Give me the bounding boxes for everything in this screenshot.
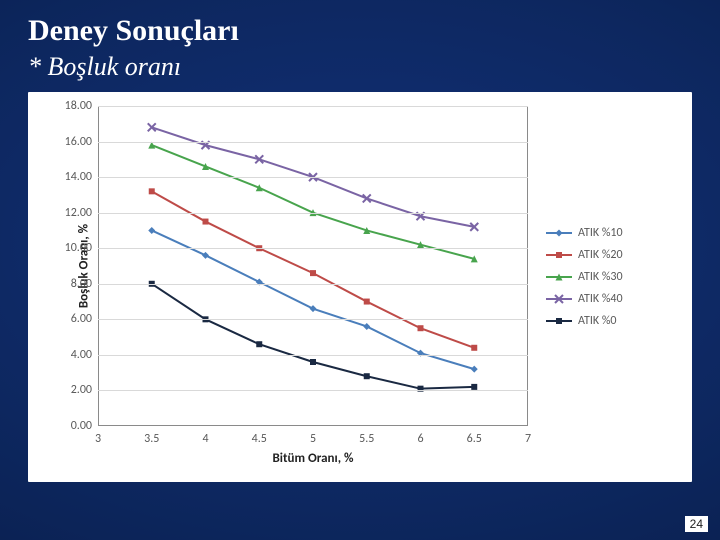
slide: Deney Sonuçları * Boşluk oranı Boşluk Or… [0,0,720,540]
gridline-h [98,177,528,178]
x-tick-label: 5.5 [359,432,374,446]
series-marker [364,299,370,305]
y-tick-label: 0.00 [71,419,92,433]
slide-subtitle: * Boşluk oranı [28,52,692,82]
legend-swatch [546,314,572,328]
y-tick-label: 2.00 [71,383,92,397]
gridline-h [98,284,528,285]
series-marker [310,359,316,365]
legend: ATIK %10 ATIK %20 ATIK %30 ATIK %40 ATIK %0 [546,222,623,332]
series-line [152,145,475,259]
gridline-h [98,319,528,320]
legend-label: ATIK %20 [578,248,623,262]
x-tick-label: 6 [417,432,423,446]
x-tick-label: 6.5 [467,432,482,446]
gridline-h [98,213,528,214]
gridline-h [98,390,528,391]
x-tick-label: 4.5 [252,432,267,446]
legend-label: ATIK %0 [578,314,616,328]
y-tick-label: 18.00 [65,99,92,113]
x-tick-label: 4 [202,432,208,446]
series-marker [203,219,209,225]
page-number: 24 [685,516,708,532]
y-tick-label: 16.00 [65,135,92,149]
gridline-h [98,248,528,249]
x-tick-label: 7 [525,432,531,446]
y-axis-label: Boşluk Oranı, % [77,224,92,308]
legend-swatch [546,248,572,262]
series-marker [471,366,478,373]
series-marker [418,325,424,331]
legend-item: ATIK %0 [546,310,623,332]
y-tick-label: 10.00 [65,241,92,255]
series-marker [310,305,317,312]
legend-item: ATIK %40 [546,288,623,310]
y-tick-label: 6.00 [71,312,92,326]
gridline-h [98,106,528,107]
series-marker [149,188,155,194]
legend-swatch [546,292,572,306]
series-line [152,284,475,389]
legend-label: ATIK %30 [578,270,623,284]
series-marker [364,373,370,379]
legend-label: ATIK %40 [578,292,623,306]
chart: Boşluk Oranı, % Bitüm Oranı, % 0.00 2.00 4… [28,92,692,482]
series-marker [310,270,316,276]
series-line [152,230,475,369]
slide-title: Deney Sonuçları [28,14,692,48]
legend-swatch [546,270,572,284]
x-axis-label: Bitüm Oranı, % [273,451,354,466]
x-tick-label: 5 [310,432,316,446]
plot-area: Boşluk Oranı, % Bitüm Oranı, % 0.002.004… [98,106,528,426]
gridline-h [98,355,528,356]
x-tick-label: 3 [95,432,101,446]
y-tick-label: 12.00 [65,206,92,220]
series-marker [471,345,477,351]
y-tick-label: 8.00 [71,277,92,291]
gridline-h [98,142,528,143]
series-marker [363,323,370,330]
legend-item: ATIK %20 [546,244,623,266]
y-tick-label: 4.00 [71,348,92,362]
legend-label: ATIK %10 [578,226,623,240]
chart-series [98,106,528,426]
series-marker [256,341,262,347]
series-marker [202,252,209,259]
legend-item: ATIK %30 [546,266,623,288]
series-marker [471,384,477,390]
legend-swatch [546,226,572,240]
legend-item: ATIK %10 [546,222,623,244]
y-tick-label: 14.00 [65,170,92,184]
series-marker [148,227,155,234]
x-tick-label: 3.5 [144,432,159,446]
